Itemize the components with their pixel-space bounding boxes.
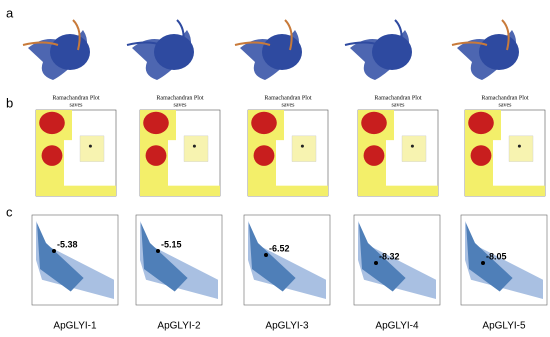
allowed-region	[36, 185, 116, 196]
plot-title: Ramachandran Plot	[481, 95, 528, 101]
core-region	[361, 111, 387, 135]
protein-structure	[154, 34, 194, 70]
plot-subtitle: saves	[499, 102, 513, 108]
protein-structure	[262, 34, 302, 70]
xray-cloud	[359, 223, 406, 292]
protein-structure	[372, 34, 412, 70]
z-score-label: -8.05	[486, 251, 507, 261]
plot-title: Ramachandran Plot	[374, 95, 421, 101]
core-region	[253, 145, 275, 166]
z-score-point	[374, 261, 378, 265]
z-score-label: -5.15	[161, 239, 182, 249]
panel-label: a	[6, 5, 14, 20]
core-region	[363, 145, 385, 166]
protein-structure	[50, 34, 90, 70]
plot-title: Ramachandran Plot	[264, 95, 311, 101]
protein-name: ApGLYI-3	[265, 321, 309, 332]
plot-subtitle: saves	[282, 102, 296, 108]
z-score-point	[156, 249, 160, 253]
residue-point	[300, 144, 304, 148]
allowed-region	[508, 135, 534, 162]
protein-structure	[344, 19, 403, 51]
protein-structure	[234, 19, 293, 51]
allowed-region	[465, 185, 545, 196]
protein-structure	[479, 34, 519, 70]
plot-subtitle: saves	[392, 102, 406, 108]
xray-cloud	[37, 223, 84, 292]
xray-cloud	[249, 223, 296, 292]
protein-name: ApGLYI-1	[53, 321, 97, 332]
xray-cloud	[141, 223, 188, 292]
z-score-label: -5.38	[57, 239, 78, 249]
allowed-region	[183, 135, 209, 162]
allowed-region	[291, 135, 317, 162]
panel-label: b	[6, 95, 13, 110]
allowed-region	[248, 185, 328, 196]
core-region	[39, 111, 65, 135]
z-score-point	[52, 249, 56, 253]
z-score-point	[264, 253, 268, 257]
allowed-region	[401, 135, 427, 162]
plot-title: Ramachandran Plot	[156, 95, 203, 101]
core-region	[143, 111, 169, 135]
protein-name: ApGLYI-4	[375, 321, 419, 332]
z-score-label: -8.32	[379, 251, 400, 261]
panel-label: c	[6, 204, 13, 219]
residue-point	[88, 144, 92, 148]
core-region	[41, 145, 63, 166]
core-region	[470, 145, 492, 166]
protein-structure	[451, 19, 510, 51]
core-region	[145, 145, 167, 166]
residue-point	[410, 144, 414, 148]
allowed-region	[140, 185, 220, 196]
protein-structure	[126, 19, 185, 51]
xray-cloud	[466, 223, 513, 292]
core-region	[251, 111, 277, 135]
residue-point	[192, 144, 196, 148]
protein-structure	[22, 19, 81, 51]
plot-title: Ramachandran Plot	[52, 95, 99, 101]
z-score-point	[481, 261, 485, 265]
protein-name: ApGLYI-2	[157, 321, 201, 332]
residue-point	[517, 144, 521, 148]
core-region	[468, 111, 494, 135]
plot-subtitle: saves	[70, 102, 84, 108]
allowed-region	[79, 135, 105, 162]
protein-name: ApGLYI-5	[482, 321, 526, 332]
allowed-region	[358, 185, 438, 196]
plot-subtitle: saves	[174, 102, 188, 108]
z-score-label: -6.52	[269, 243, 290, 253]
